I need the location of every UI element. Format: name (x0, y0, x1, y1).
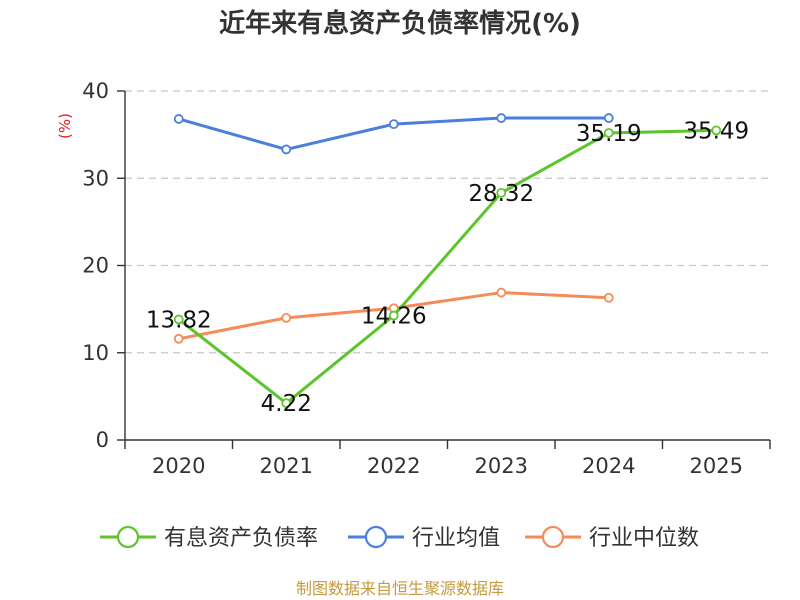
legend-label: 行业均值 (412, 526, 500, 551)
chart-title: 近年来有息资产负债率情况(%) (219, 8, 581, 39)
x-tick-label: 2021 (260, 454, 313, 478)
data-point (603, 128, 614, 138)
data-label: 14.26 (361, 304, 427, 330)
data-point (388, 310, 399, 321)
y-tick-label: 20 (82, 254, 109, 278)
data-point (281, 312, 292, 323)
data-point (496, 188, 507, 198)
x-tick-label: 2022 (367, 454, 420, 478)
axes: 0 10 20 30 40 2020 2021 2022 2023 2024 2025 (82, 79, 771, 478)
data-point (281, 144, 292, 155)
series-layer (173, 113, 722, 409)
x-tick-label: 2023 (475, 454, 528, 478)
data-label: 35.19 (576, 121, 642, 147)
data-point (173, 314, 184, 325)
data-label: 28.32 (468, 181, 534, 207)
source-note: 制图数据来自恒生聚源数据库 (296, 579, 504, 598)
x-tick-label: 2020 (152, 454, 205, 478)
data-point (281, 398, 292, 409)
data-point (711, 125, 722, 136)
data-labels: 13.82 4.22 14.26 28.32 35.19 35.49 (146, 118, 749, 417)
y-tick-label: 30 (82, 166, 109, 190)
y-tick-label: 0 (96, 428, 109, 452)
data-point (603, 113, 614, 123)
y-tick-label: 40 (82, 79, 109, 103)
x-tick-label: 2024 (582, 454, 635, 478)
legend-label: 行业中位数 (589, 526, 699, 551)
legend-swatch-marker (364, 525, 388, 549)
y-axis-label: (%) (56, 113, 74, 139)
data-point (496, 287, 507, 298)
data-point (173, 114, 184, 124)
data-label: 35.49 (683, 118, 749, 144)
legend: 有息资产负债率 行业均值 行业中位数 (100, 525, 699, 551)
legend-swatch-marker (541, 525, 565, 549)
x-tick-label: 2025 (690, 454, 743, 478)
series-line (177, 128, 717, 405)
data-label: 13.82 (146, 307, 212, 333)
legend-swatch-marker (116, 525, 140, 549)
data-point (496, 113, 507, 123)
legend-label: 有息资产负债率 (164, 526, 318, 551)
data-point (603, 292, 614, 303)
data-label: 4.22 (261, 391, 312, 417)
data-point (388, 119, 399, 130)
data-point (173, 333, 184, 344)
y-tick-label: 10 (82, 341, 109, 365)
